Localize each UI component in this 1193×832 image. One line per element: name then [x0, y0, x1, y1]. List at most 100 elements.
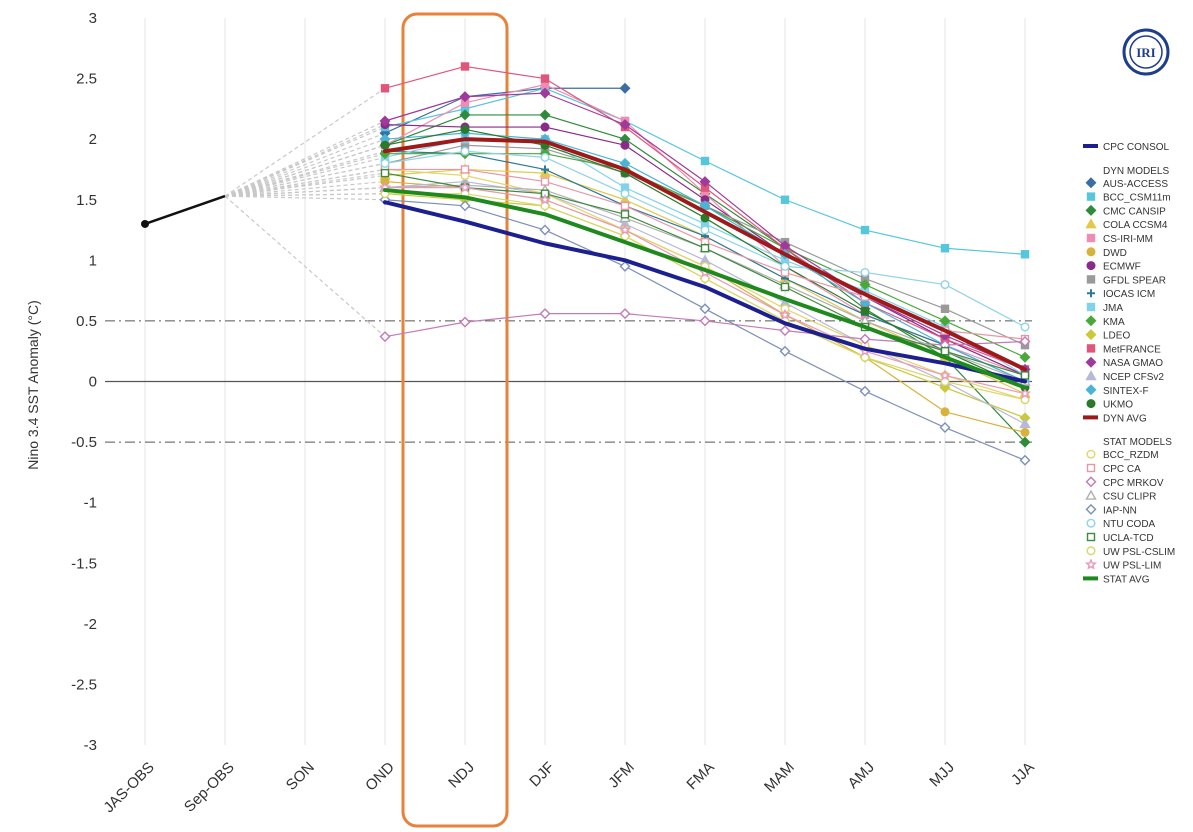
legend-item-cpc-ca: CPC CA	[1086, 463, 1141, 475]
data-point	[538, 193, 552, 205]
data-point	[379, 115, 391, 127]
series-cpc-consol	[383, 200, 1027, 384]
connector-line	[224, 180, 386, 197]
data-point	[700, 244, 710, 253]
x-tick-label: MAM	[761, 759, 798, 796]
data-point	[619, 260, 631, 272]
data-point	[460, 146, 470, 156]
x-tick-label: NDJ	[445, 759, 478, 792]
data-point	[618, 223, 632, 236]
data-point	[1086, 399, 1096, 409]
data-point	[620, 201, 630, 211]
data-point	[1084, 558, 1098, 570]
data-point	[459, 316, 471, 328]
data-point	[1086, 344, 1096, 353]
data-point	[541, 165, 549, 174]
data-point	[1086, 233, 1096, 243]
data-point	[619, 119, 631, 131]
data-point	[619, 82, 631, 94]
legend-item-sintex-f: SINTEX-F	[1085, 384, 1149, 397]
series	[141, 62, 1032, 466]
data-point	[1019, 454, 1031, 466]
x-tick-label: MJJ	[926, 759, 957, 790]
legend-label: AUS-ACCESS	[1103, 179, 1168, 190]
legend-item-iap-nn: IAP-NN	[1085, 503, 1137, 516]
connector-line	[224, 172, 386, 197]
legend-item-uw-psl-cslim: UW PSL-CSLIM	[1086, 546, 1175, 558]
data-point	[620, 189, 630, 199]
data-point	[1086, 275, 1096, 284]
series-dyn-avg	[383, 137, 1027, 372]
y-tick-label: 0	[89, 374, 97, 391]
data-point	[780, 195, 790, 204]
x-tick-label: SON	[283, 759, 318, 794]
observed-point	[141, 219, 149, 228]
data-point	[540, 177, 550, 186]
data-point	[539, 87, 551, 99]
legend-label: NTU CODA	[1103, 519, 1156, 530]
legend-label: BCC_RZDM	[1103, 450, 1159, 461]
y-tick-label: 3	[89, 10, 97, 27]
data-point	[1086, 463, 1096, 473]
legend-label: NASA GMAO	[1103, 358, 1163, 369]
data-point	[380, 158, 390, 168]
y-axis-label: Nino 3.4 SST Anomaly (°C)	[25, 300, 41, 470]
legend-item-uw-psl-lim: UW PSL-LIM	[1084, 558, 1161, 572]
data-point	[539, 224, 551, 236]
legend-label: NCEP CFSv2	[1103, 372, 1164, 383]
data-point	[1086, 261, 1096, 271]
data-point	[1086, 518, 1096, 528]
legend-label: CMC CANSIP	[1103, 206, 1166, 217]
data-point	[1020, 322, 1030, 332]
data-point	[699, 315, 711, 327]
data-point	[1019, 336, 1031, 348]
data-point	[780, 261, 790, 271]
data-point	[939, 422, 951, 434]
series-stat-avg	[383, 188, 1027, 390]
data-point	[1085, 503, 1097, 515]
data-point	[459, 109, 471, 121]
connector-line	[224, 195, 386, 338]
data-point	[940, 304, 950, 313]
legend-label: DWD	[1103, 248, 1127, 259]
legend-label: IOCAS ICM	[1103, 289, 1155, 300]
x-tick-label: JAS-OBS	[100, 759, 157, 816]
data-point	[940, 407, 950, 417]
logo-ring-outer	[1122, 28, 1170, 76]
legend-item-ecmwf: ECMWF	[1086, 261, 1141, 273]
data-point	[540, 152, 550, 162]
data-point	[940, 280, 950, 290]
y-tick-label: 1	[89, 252, 97, 269]
data-point	[940, 347, 950, 356]
legend-item-bcc-csm11m: BCC_CSM11m	[1086, 192, 1171, 204]
legend-label: CPC MRKOV	[1103, 478, 1164, 489]
legend-label: IAP-NN	[1103, 505, 1137, 516]
legend-label: CPC CA	[1103, 464, 1141, 475]
data-point	[1086, 192, 1096, 201]
series-observed	[141, 194, 226, 228]
logo-text: IRI	[1136, 45, 1156, 60]
legend-item-dyn-avg: DYN AVG	[1083, 413, 1147, 424]
legend-item-jma: JMA	[1086, 302, 1123, 314]
legend-label: UCLA-TCD	[1103, 533, 1154, 544]
data-point	[540, 74, 550, 83]
data-point	[1020, 427, 1030, 437]
y-tick-label: 2.5	[76, 71, 97, 88]
data-point	[539, 109, 551, 121]
data-point	[539, 308, 551, 320]
legend-label: CSU CLIPR	[1103, 492, 1156, 503]
legend-item-cpc-mrkov: CPC MRKOV	[1085, 476, 1164, 489]
legend-item-iocas-icm: IOCAS ICM	[1087, 289, 1155, 300]
data-point	[1085, 329, 1097, 341]
connector-line	[224, 138, 386, 197]
y-tick-label: -2	[84, 616, 97, 633]
data-point	[779, 345, 791, 357]
x-tick-label: JFM	[605, 759, 638, 792]
legend-label: COLA CCSM4	[1103, 220, 1168, 231]
data-point	[1085, 204, 1097, 216]
connector-line	[224, 195, 386, 201]
legend-group-header: DYN MODELS	[1103, 166, 1169, 177]
legend-item-ukmo: UKMO	[1086, 399, 1133, 411]
legend-item-csu-clipr: CSU CLIPR	[1085, 489, 1156, 503]
